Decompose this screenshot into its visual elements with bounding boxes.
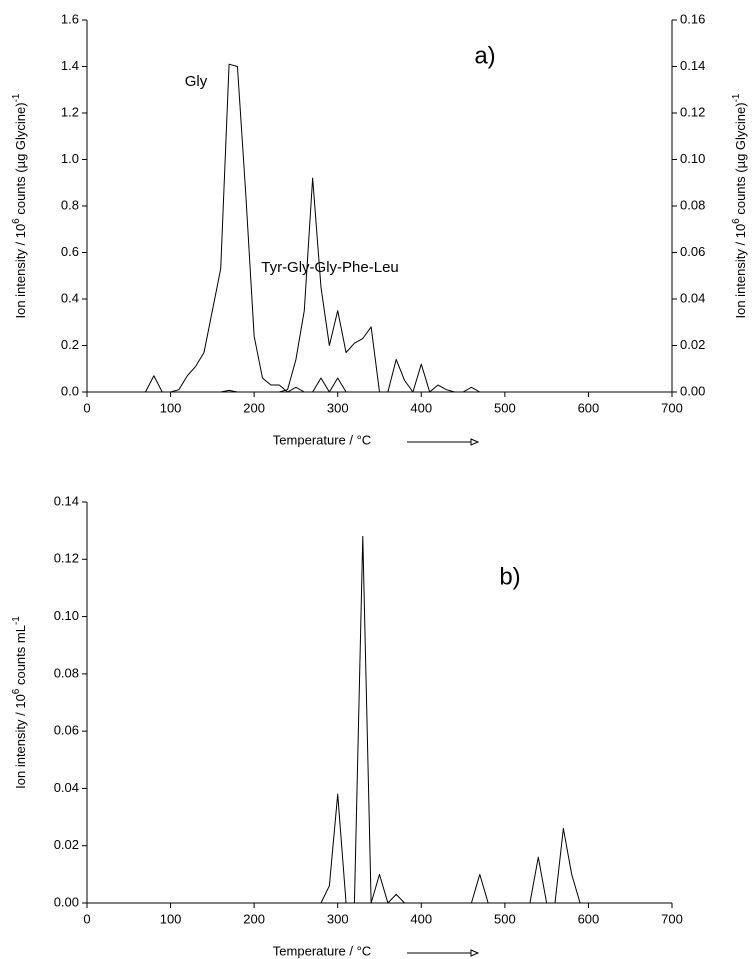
y-tick-label: 1.4 (61, 58, 79, 73)
superscript: 6 (11, 688, 22, 694)
arrow-head (470, 949, 480, 957)
x-tick-label: 200 (243, 400, 265, 415)
y-tick-label: 1.6 (61, 11, 79, 26)
y-tick-label: 0.0 (61, 383, 79, 398)
series-label: Gly (185, 73, 208, 90)
panel-label: a) (474, 42, 495, 69)
x-tick-label: 300 (327, 400, 349, 415)
y2-tick-label: 0.00 (680, 383, 705, 398)
data-line (145, 63, 480, 393)
x-tick-label: 400 (410, 911, 432, 926)
y-tick-label: 0.08 (54, 665, 79, 680)
axis-title: Ion intensity / 106 counts (µg Glycine)-… (11, 93, 29, 318)
x-axis-title: Temperature / °C (273, 432, 371, 447)
y2-tick-label: 0.10 (680, 151, 705, 166)
y2-tick-label: 0.16 (680, 11, 705, 26)
y-tick-label: 0.14 (54, 493, 79, 508)
x-tick-label: 600 (578, 400, 600, 415)
y-tick-label: 0.4 (61, 290, 79, 305)
y2-tick-label: 0.04 (680, 290, 705, 305)
superscript: -1 (11, 616, 22, 625)
x-tick-label: 400 (410, 400, 432, 415)
y2-tick-label: 0.14 (680, 58, 705, 73)
x-tick-label: 100 (160, 400, 182, 415)
y-tick-label: 0.04 (54, 780, 79, 795)
y-tick-label: 1.0 (61, 151, 79, 166)
series-label: Tyr-Gly-Gly-Phe-Leu (261, 259, 399, 276)
axis-title-part: Ion intensity / 10 (13, 224, 28, 319)
x-axis-title: Temperature / °C (273, 943, 371, 958)
axis-title: Ion intensity / 106 counts mL-1 (11, 616, 29, 789)
x-tick-label: 700 (661, 911, 683, 926)
y-tick-label: 0.06 (54, 723, 79, 738)
superscript: 6 (11, 218, 22, 224)
x-tick-label: 0 (83, 400, 90, 415)
x-tick-label: 500 (494, 911, 516, 926)
x-tick-label: 0 (83, 911, 90, 926)
axis-title-part: Ion intensity / 10 (13, 694, 28, 789)
x-tick-label: 600 (578, 911, 600, 926)
y-tick-label: 0.02 (54, 837, 79, 852)
data-line (145, 177, 481, 393)
superscript: -1 (731, 93, 742, 102)
x-tick-label: 300 (327, 911, 349, 926)
y2-tick-label: 0.02 (680, 337, 705, 352)
superscript: 6 (731, 218, 742, 224)
x-tick-label: 500 (494, 400, 516, 415)
axis-title: Ion intensity / 106 counts (µg Glycine)-… (731, 93, 749, 318)
y2-tick-label: 0.06 (680, 244, 705, 259)
y-tick-label: 0.12 (54, 551, 79, 566)
data-line (312, 535, 589, 904)
y-tick-label: 0.6 (61, 244, 79, 259)
axis-title-part: Ion intensity / 10 (733, 224, 748, 319)
x-tick-label: 700 (661, 400, 683, 415)
arrow-head (470, 438, 480, 446)
y-tick-label: 0.10 (54, 608, 79, 623)
y-tick-label: 0.8 (61, 197, 79, 212)
y-tick-label: 1.2 (61, 104, 79, 119)
y-tick-label: 0.00 (54, 894, 79, 909)
x-tick-label: 200 (243, 911, 265, 926)
y2-tick-label: 0.08 (680, 197, 705, 212)
axis-title-part: counts (µg Glycine) (733, 102, 748, 218)
axis-title-part: counts mL (13, 625, 28, 689)
x-tick-label: 100 (160, 911, 182, 926)
y2-tick-label: 0.12 (680, 104, 705, 119)
axis-title-part: counts (µg Glycine) (13, 102, 28, 218)
panel-label: b) (499, 563, 520, 590)
y-tick-label: 0.2 (61, 337, 79, 352)
superscript: -1 (11, 93, 22, 102)
